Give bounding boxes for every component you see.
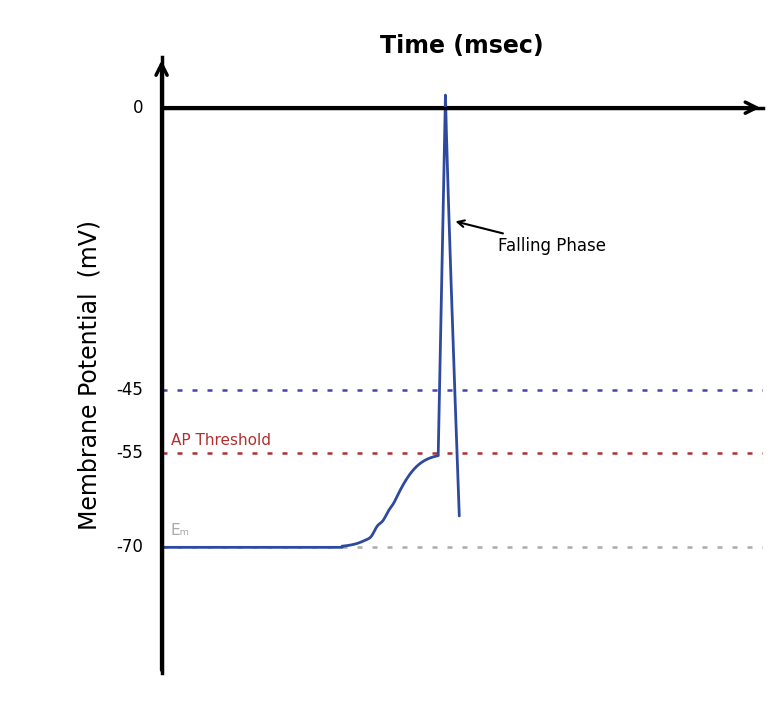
Text: AP Threshold: AP Threshold bbox=[170, 433, 271, 448]
Text: Membrane Potential  (mV): Membrane Potential (mV) bbox=[78, 220, 101, 529]
Text: Eₘ: Eₘ bbox=[170, 523, 190, 538]
Text: Time (msec): Time (msec) bbox=[380, 34, 544, 58]
Text: -45: -45 bbox=[117, 381, 144, 399]
Text: 0: 0 bbox=[133, 99, 144, 117]
Text: Falling Phase: Falling Phase bbox=[457, 220, 606, 255]
Text: -70: -70 bbox=[117, 538, 144, 557]
Text: -55: -55 bbox=[117, 444, 144, 462]
